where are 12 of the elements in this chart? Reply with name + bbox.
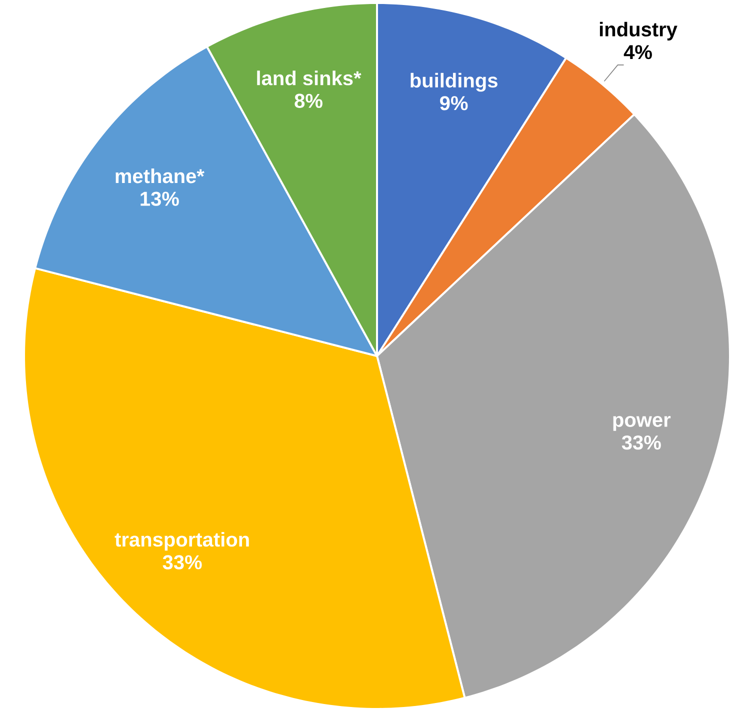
data-label: 8% xyxy=(294,94,322,108)
slice-label: methane* xyxy=(116,168,204,184)
data-label: 33% xyxy=(622,435,661,450)
slice-label: industry xyxy=(600,22,678,40)
slice-label: land sinks* xyxy=(257,70,362,86)
data-label: 13% xyxy=(140,192,179,206)
slice-label: power xyxy=(613,416,671,431)
slice-label: buildings xyxy=(410,72,498,92)
slice-label: transportation xyxy=(114,532,249,551)
data-label: 9% xyxy=(440,96,468,110)
data-label: 4% xyxy=(624,45,652,60)
data-label: 33% xyxy=(162,555,202,570)
